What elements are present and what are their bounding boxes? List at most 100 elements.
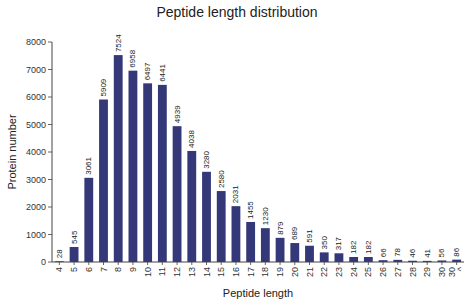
y-tick: [48, 179, 52, 180]
bar: [305, 246, 314, 262]
y-tick-label: 6000: [26, 92, 46, 102]
data-label: 591: [305, 229, 314, 243]
x-tick-label: 24: [349, 267, 359, 277]
x-tick-label: 21: [305, 267, 315, 277]
data-label: 3280: [202, 150, 211, 168]
x-tick-label: 15: [216, 267, 226, 277]
x-tick-label: 30^: [447, 266, 466, 277]
data-label: 46: [408, 248, 417, 257]
bar: [114, 55, 123, 262]
y-axis: [52, 42, 53, 262]
x-tick-label: 16: [231, 267, 241, 277]
data-label: 56: [437, 248, 446, 257]
y-tick-label: 5000: [26, 120, 46, 130]
bars: [55, 55, 461, 262]
x-tick-label: 28: [408, 267, 418, 277]
data-label: 2031: [231, 185, 240, 203]
bar: [143, 83, 152, 262]
chart: Peptide length distribution0100020003000…: [0, 0, 474, 302]
bar: [70, 247, 79, 262]
data-label: 86: [452, 247, 461, 256]
x-tick-label: 12: [172, 267, 182, 277]
bar: [290, 243, 299, 262]
x-tick-label: 8: [113, 267, 123, 272]
x-tick-label: 7: [99, 267, 109, 272]
y-tick: [48, 234, 52, 235]
data-label: 5909: [99, 78, 108, 96]
data-label: 4939: [173, 105, 182, 123]
x-tick-label: 25: [363, 267, 373, 277]
y-tick: [48, 152, 52, 153]
data-label: 41: [423, 248, 432, 257]
data-label: 879: [276, 221, 285, 235]
x-tick-label: 13: [187, 267, 197, 277]
bar: [335, 253, 344, 262]
title: Peptide length distribution: [156, 4, 317, 20]
x-axis: [52, 262, 464, 263]
bar: [364, 257, 373, 262]
bar: [99, 100, 108, 262]
bar: [320, 252, 329, 262]
bar: [84, 178, 93, 262]
y-tick: [48, 97, 52, 98]
x-axis-label: Peptide length: [223, 287, 293, 299]
x-tick-label: 9: [128, 267, 138, 272]
y-tick: [48, 207, 52, 208]
y-tick-label: 2000: [26, 202, 46, 212]
y-tick-label: 1000: [26, 230, 46, 240]
data-label: 545: [70, 230, 79, 244]
bar: [217, 191, 226, 262]
x-tick-label: 22: [319, 267, 329, 277]
x-tick-label: 20: [290, 267, 300, 277]
data-label: 6958: [128, 49, 137, 67]
x-tick-label: 29: [422, 267, 432, 277]
data-label: 317: [334, 236, 343, 250]
y-tick: [48, 69, 52, 70]
data-label: 4038: [187, 130, 196, 148]
data-label: 6497: [143, 62, 152, 80]
data-label: 78: [393, 247, 402, 256]
data-label: 350: [320, 235, 329, 249]
y-tick-label: 7000: [26, 65, 46, 75]
bar: [261, 228, 270, 262]
bar: [173, 126, 182, 262]
data-label: 66: [379, 248, 388, 257]
data-label: 7524: [114, 34, 123, 52]
data-label: 182: [349, 240, 358, 254]
x-tick-label: 27: [393, 267, 403, 277]
data-label: 182: [364, 240, 373, 254]
y-tick-label: 8000: [26, 37, 46, 47]
x-tick-label: 10: [143, 267, 153, 277]
x-tick-label: 11: [157, 267, 167, 276]
bar: [276, 238, 285, 262]
y-tick: [48, 42, 52, 43]
data-label: 689: [290, 226, 299, 240]
data-label: 1455: [246, 201, 255, 219]
x-tick-label: 14: [202, 267, 212, 277]
data-label: 6441: [158, 64, 167, 82]
y-tick-label: 4000: [26, 147, 46, 157]
data-label: 28: [55, 249, 64, 258]
y-axis-label: Protein number: [6, 114, 18, 190]
x-tick-label: 18: [260, 267, 270, 277]
data-label: 1230: [261, 207, 270, 225]
x-tick-label: 30: [437, 267, 447, 277]
x-tick-label: 6: [84, 267, 94, 272]
bar: [158, 85, 167, 262]
data-label: 2580: [217, 170, 226, 188]
y-tick-label: 3000: [26, 175, 46, 185]
x-tick-label: 26: [378, 267, 388, 277]
x-tick-label: 23: [334, 267, 344, 277]
x-tick-label: 19: [275, 267, 285, 277]
y-tick: [48, 262, 52, 263]
x-tick-label: 4: [54, 267, 64, 272]
bar: [187, 151, 196, 262]
x-tick-label: 17: [246, 267, 256, 277]
bar: [202, 172, 211, 262]
bar: [349, 257, 358, 262]
bar: [246, 222, 255, 262]
bar: [232, 206, 241, 262]
bar: [129, 71, 138, 262]
data-label: 3061: [84, 156, 93, 174]
y-tick: [48, 124, 52, 125]
